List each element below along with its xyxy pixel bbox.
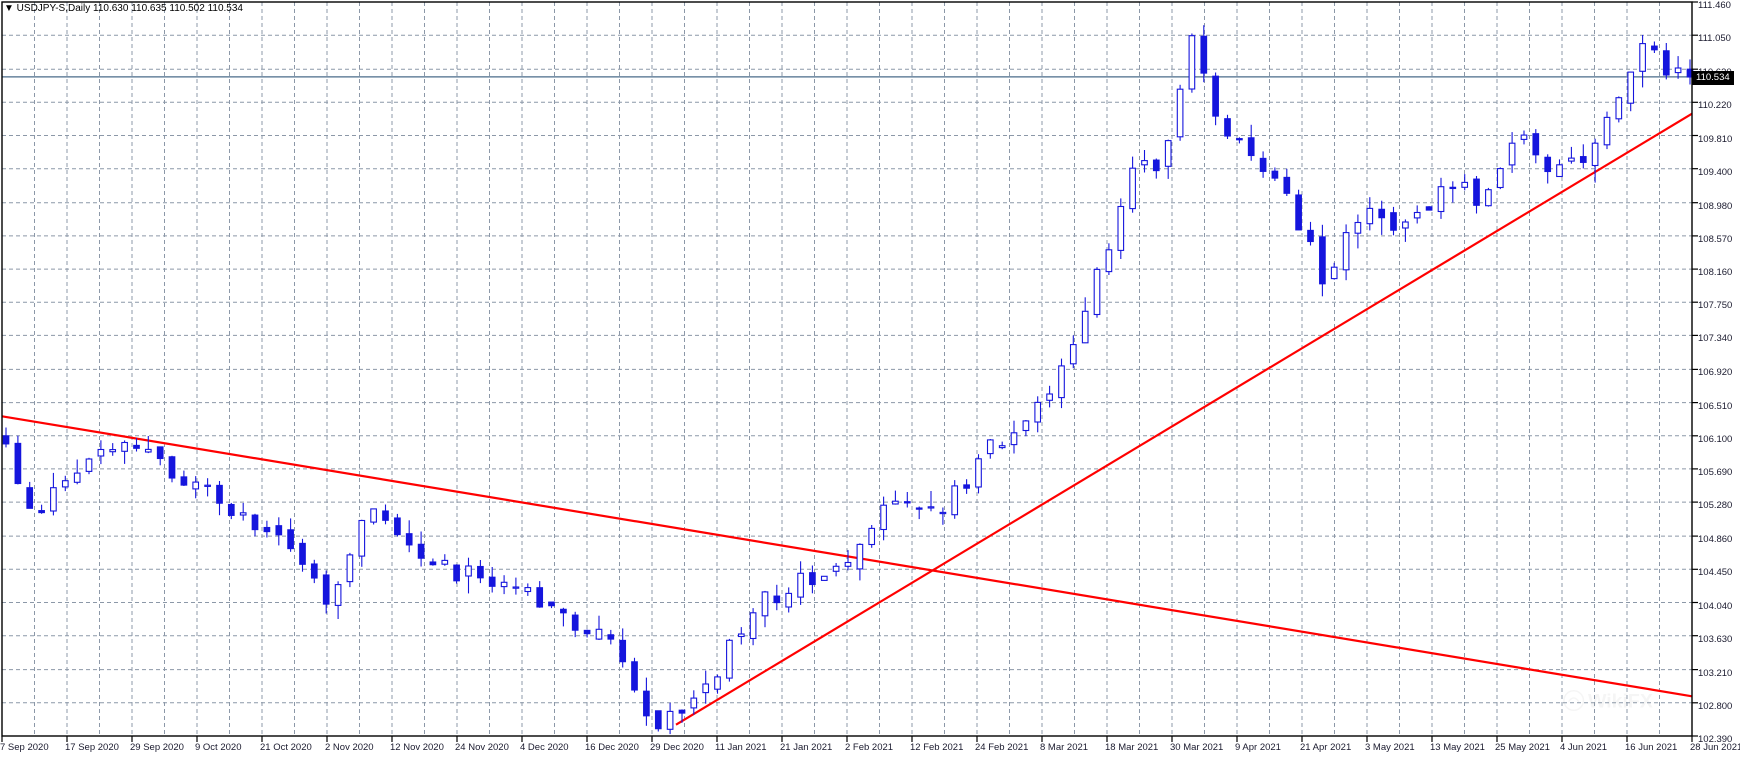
svg-text:WikiFX: WikiFX <box>1588 691 1653 713</box>
